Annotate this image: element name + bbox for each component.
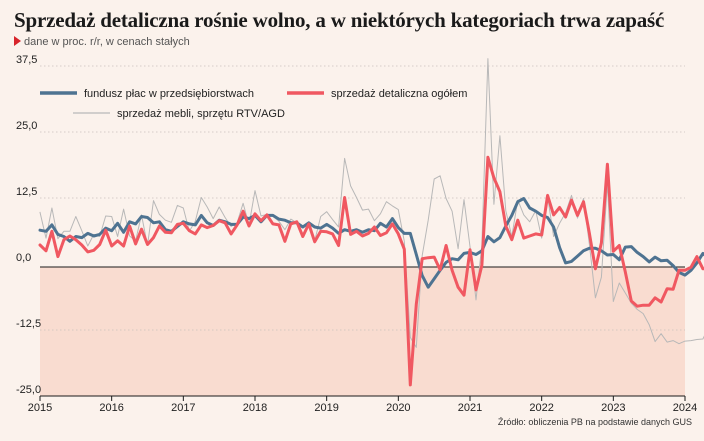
y-tick-label: -25,0 [16,384,41,396]
subtitle-text: dane w proc. r/r, w cenach stałych [24,36,190,48]
chart-title: Sprzedaż detaliczna rośnie wolno, a w ni… [14,8,665,32]
y-tick-label: 0,0 [16,252,31,264]
source-note: Źródło: obliczenia PB na podstawie danyc… [497,417,692,427]
x-tick-label: 2022 [529,402,553,414]
legend-label-payroll: fundusz płac w przedsiębiorstwach [84,88,254,100]
legend-label-retail: sprzedaż detaliczna ogółem [331,88,467,100]
x-axis: 2015 2016 2017 2018 2019 2020 2021 2022 2023 2024 [28,395,697,414]
x-tick-label: 2016 [99,402,123,414]
y-tick-label: 25,0 [16,120,37,132]
x-tick-label: 2024 [673,402,697,414]
y-tick-label: 12,5 [16,186,37,198]
x-tick-label: 2015 [28,402,52,414]
y-tick-label: -12,5 [16,318,41,330]
x-tick-label: 2017 [171,402,195,414]
subtitle-marker-icon [14,36,21,46]
series-layer [38,58,704,387]
y-axis-labels: 37,5 25,0 12,5 0,0 -12,5 -25,0 [16,54,41,396]
y-tick-label: 37,5 [16,54,37,66]
x-tick-label: 2018 [243,402,267,414]
x-tick-label: 2021 [458,402,482,414]
series-retail-line [38,155,704,387]
negative-area-shading [40,267,685,396]
x-tick-label: 2019 [314,402,338,414]
x-tick-label: 2023 [601,402,625,414]
chart-subtitle: dane w proc. r/r, w cenach stałych [14,36,190,48]
legend: fundusz płac w przedsiębiorstwach sprzed… [40,88,467,120]
legend-label-furniture: sprzedaż mebli, sprzętu RTV/AGD [117,108,285,120]
series-payroll-line [38,197,704,289]
x-tick-label: 2020 [386,402,410,414]
series-furniture-line [39,58,704,348]
